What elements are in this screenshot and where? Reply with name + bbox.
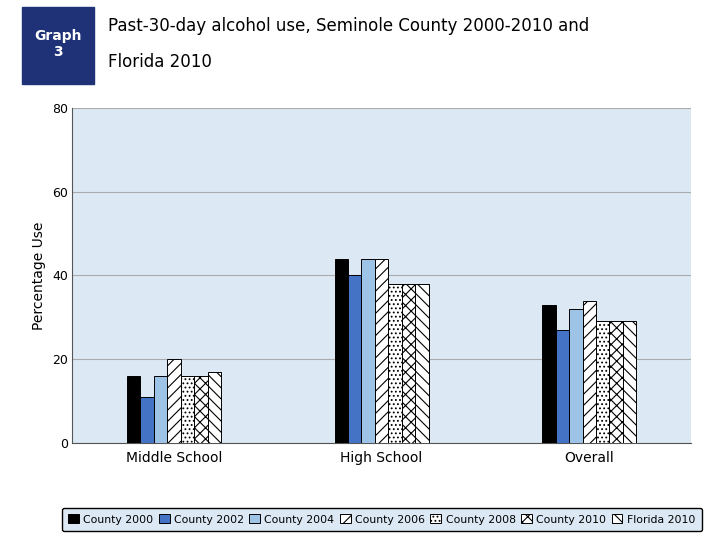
Bar (388, 284, 402, 443)
Bar (348, 275, 361, 443)
Bar (361, 259, 375, 443)
Legend: County 2000, County 2002, County 2004, County 2006, County 2008, County 2010, Fl: County 2000, County 2002, County 2004, C… (61, 508, 702, 531)
Bar (207, 372, 221, 443)
Text: Past-30-day alcohol use, Seminole County 2000-2010 and: Past-30-day alcohol use, Seminole County… (108, 17, 589, 35)
Bar (569, 309, 582, 443)
Bar (402, 284, 415, 443)
Bar (154, 376, 167, 443)
Bar (415, 284, 428, 443)
Bar (596, 321, 609, 443)
Bar (582, 300, 596, 443)
Text: Florida 2010: Florida 2010 (108, 53, 212, 71)
Bar (375, 259, 388, 443)
Bar (194, 376, 207, 443)
Y-axis label: Percentage Use: Percentage Use (32, 221, 46, 329)
Bar (609, 321, 623, 443)
Bar (167, 359, 181, 443)
Bar (140, 397, 154, 443)
Bar (127, 376, 140, 443)
Bar (556, 330, 569, 443)
Bar (542, 305, 556, 443)
FancyBboxPatch shape (22, 8, 94, 84)
Bar (623, 321, 636, 443)
Text: Graph
3: Graph 3 (34, 29, 81, 59)
Bar (335, 259, 348, 443)
Bar (181, 376, 194, 443)
